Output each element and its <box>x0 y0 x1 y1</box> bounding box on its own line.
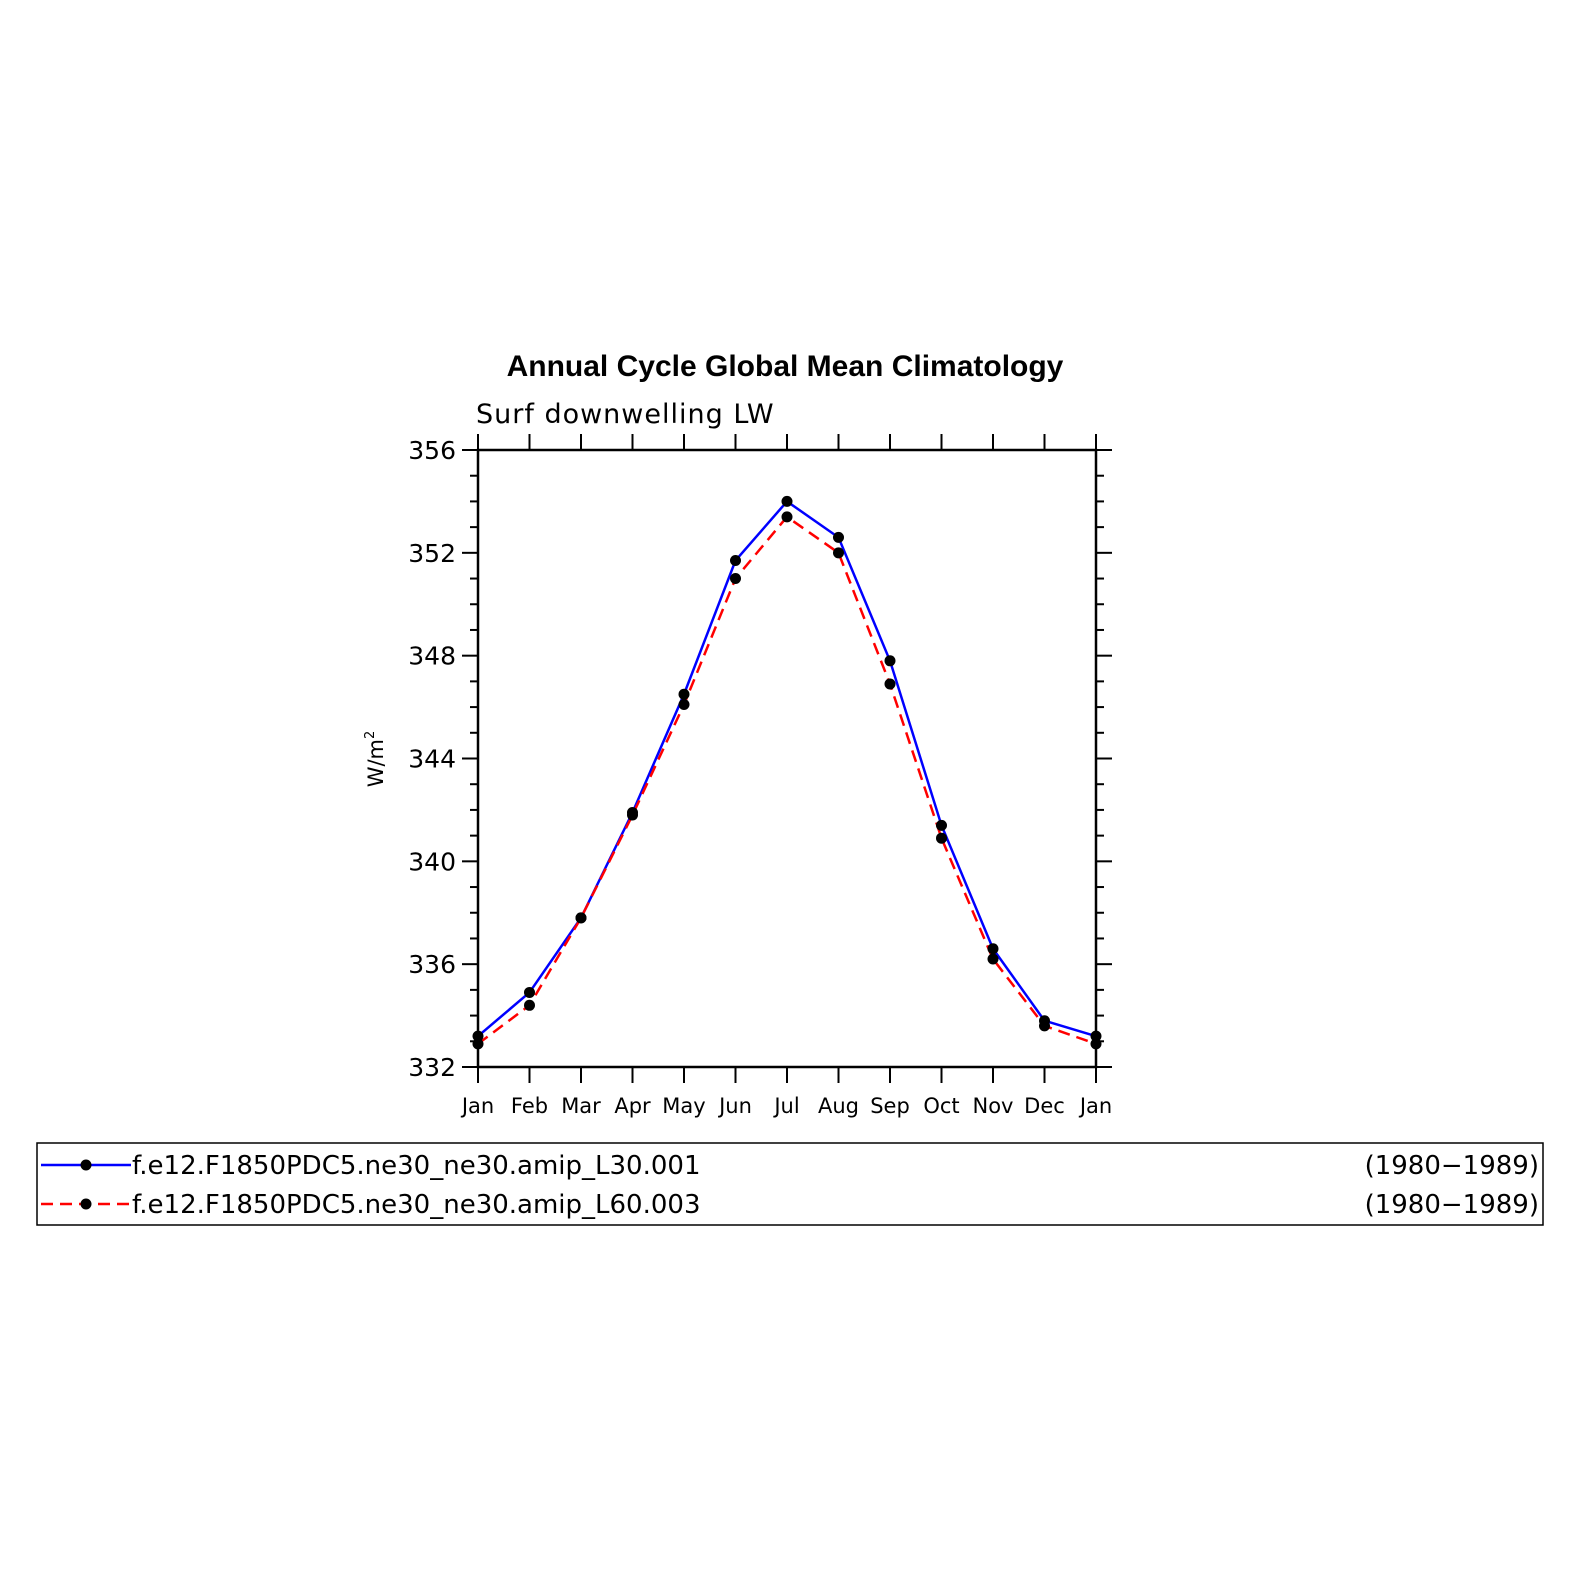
plot-frame <box>476 448 1098 1069</box>
x-tick-label: Mar <box>561 1094 601 1118</box>
series-2-point <box>524 999 535 1011</box>
series-1-point <box>936 819 947 831</box>
chart-subtitle: Surf downwelling LW <box>476 399 775 430</box>
series-2-point <box>1090 1038 1102 1050</box>
x-tick-label: Jan <box>1078 1094 1112 1118</box>
legend-period-1: (1980−1989) <box>1365 1151 1539 1181</box>
y-tick-label: 336 <box>408 950 456 979</box>
series-1-point <box>833 531 844 543</box>
chart-title: Annual Cycle Global Mean Climatology <box>507 350 1064 383</box>
series-2-point <box>1039 1020 1050 1032</box>
series-1-point <box>884 655 896 667</box>
y-tick-label: 344 <box>408 745 456 774</box>
x-tick-label: Sep <box>870 1094 910 1118</box>
legend-box <box>36 1142 1544 1226</box>
series-1-point <box>1090 1030 1102 1042</box>
x-tick-labels: Jan Feb Mar Apr May Jun Jul Aug Sep Oct Nov Dec Jan <box>460 1094 1112 1118</box>
x-tick-label: Jan <box>460 1094 494 1118</box>
x-tick-label: Aug <box>818 1094 859 1118</box>
x-tick-label: Oct <box>923 1094 959 1118</box>
series-lines <box>477 499 1097 1046</box>
series-2-point <box>833 547 844 559</box>
y-tick-labels: 332 336 340 344 348 352 356 <box>408 436 456 1082</box>
y-axis-label-text: W/m <box>364 739 388 787</box>
x-tick-label: Nov <box>973 1094 1014 1118</box>
x-tick-label: Jun <box>717 1094 752 1118</box>
series-1-point <box>987 943 999 955</box>
legend-period-2: (1980−1989) <box>1365 1190 1539 1220</box>
series-1-point <box>730 555 741 567</box>
series-2-point <box>575 912 587 924</box>
series-markers <box>472 495 1102 1050</box>
y-tick-label: 340 <box>408 847 456 876</box>
series-2-point <box>781 511 793 523</box>
y-tick-label: 332 <box>408 1053 456 1082</box>
y-axis-label: W/m2 <box>363 731 388 788</box>
y-tick-label: 356 <box>408 436 456 465</box>
legend-label-2: f.e12.F1850PDC5.ne30_ne30.amip_L60.003 <box>132 1190 700 1220</box>
y-axis-label-superscript: 2 <box>363 731 378 739</box>
x-tick-label: Dec <box>1024 1094 1065 1118</box>
series-1-point <box>524 986 535 998</box>
legend-marker-1 <box>80 1159 92 1171</box>
y-tick-label: 348 <box>408 642 456 671</box>
x-tick-label: Feb <box>511 1094 548 1118</box>
x-tick-label: Apr <box>614 1094 651 1118</box>
series-1-point <box>781 495 793 507</box>
y-tick-label: 352 <box>408 539 456 568</box>
x-tick-label: Jul <box>772 1094 799 1118</box>
legend-label-1: f.e12.F1850PDC5.ne30_ne30.amip_L30.001 <box>132 1151 700 1181</box>
series-2-point <box>627 809 638 821</box>
series-2-point <box>987 953 999 965</box>
series-2-point <box>730 573 741 585</box>
x-tick-label: May <box>662 1094 705 1118</box>
legend: f.e12.F1850PDC5.ne30_ne30.amip_L30.001 (1… <box>41 1151 1539 1220</box>
series-1-point <box>678 688 690 700</box>
series-1-point <box>472 1030 484 1042</box>
legend-marker-2 <box>80 1198 92 1210</box>
series-2-point <box>678 699 690 711</box>
series-line-1 <box>477 499 1097 1038</box>
series-2-point <box>884 678 896 690</box>
series-2-point <box>472 1038 484 1050</box>
series-2-point <box>936 832 947 844</box>
axis-ticks <box>462 434 1112 1083</box>
